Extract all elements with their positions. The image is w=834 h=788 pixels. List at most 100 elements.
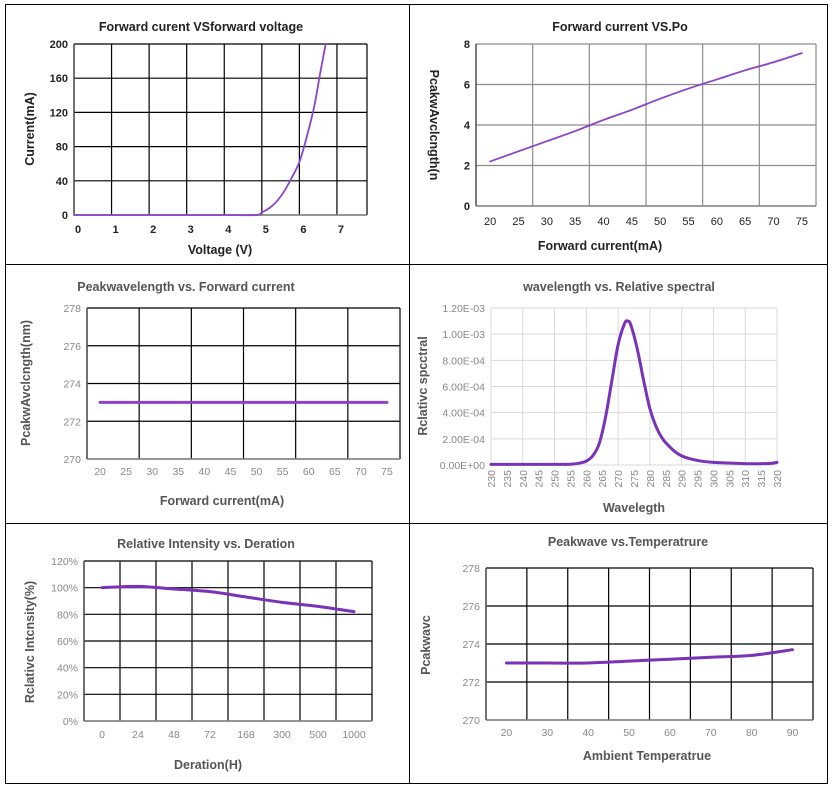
series-line xyxy=(489,319,779,466)
chart-title: Forward curent VSforward voltage xyxy=(99,20,303,34)
y-tick-label: 120 xyxy=(50,107,68,119)
chart-iv: Forward curent VSforward voltage04080120… xyxy=(23,20,368,257)
x-tick-label: 310 xyxy=(740,470,752,488)
y-axis-label: PcakwAvclcngth(n xyxy=(427,70,441,181)
x-tick-label: 75 xyxy=(381,466,393,478)
y-tick-label: 2.00E-04 xyxy=(442,434,485,446)
x-tick-label: 230 xyxy=(486,470,498,488)
y-tick-label: 2 xyxy=(464,161,470,173)
x-tick-label: 45 xyxy=(225,466,237,478)
y-tick-label: 40% xyxy=(57,663,78,675)
x-tick-label: 50 xyxy=(251,466,263,478)
y-tick-label: 4.00E-04 xyxy=(442,408,485,420)
y-tick-label: 0 xyxy=(464,201,470,213)
y-tick-label: 0.00E+00 xyxy=(440,460,485,472)
y-tick-label: 80 xyxy=(56,142,68,154)
series-line xyxy=(73,43,327,217)
x-tick-label: 300 xyxy=(708,470,720,488)
y-tick-label: 270 xyxy=(63,454,81,466)
x-tick-label: 270 xyxy=(613,470,625,488)
x-tick-label: 24 xyxy=(132,729,144,741)
chart-title: Forward current VS.Po xyxy=(552,20,688,34)
x-tick-label: 70 xyxy=(355,466,367,478)
series-line xyxy=(100,584,356,614)
x-tick-label: 60 xyxy=(711,216,723,228)
series-line xyxy=(489,52,803,163)
x-tick-label: 80 xyxy=(746,727,758,739)
y-axis-label: PcakwAvclcngth(nm) xyxy=(19,320,33,446)
y-tick-label: 0 xyxy=(62,210,68,222)
x-tick-label: 305 xyxy=(724,470,736,488)
x-tick-label: 40 xyxy=(199,466,211,478)
y-tick-label: 272 xyxy=(63,416,81,428)
x-axis-label: Forward current(mA) xyxy=(538,239,662,253)
x-tick-label: 1 xyxy=(113,224,119,236)
y-tick-label: 276 xyxy=(462,601,480,613)
y-tick-label: 0% xyxy=(63,716,78,728)
x-tick-label: 285 xyxy=(661,470,673,488)
y-tick-label: 1.20E-03 xyxy=(442,303,485,315)
x-tick-label: 30 xyxy=(146,466,158,478)
x-tick-label: 25 xyxy=(512,216,524,228)
x-tick-label: 3 xyxy=(188,224,194,236)
x-axis-label: Wavelegth xyxy=(603,501,665,515)
x-tick-label: 245 xyxy=(534,470,546,488)
x-tick-label: 320 xyxy=(772,470,784,488)
x-tick-label: 70 xyxy=(767,216,779,228)
x-axis-label: Voltage (V) xyxy=(188,243,252,257)
y-axis-label: Current(mA) xyxy=(23,92,37,166)
y-tick-label: 276 xyxy=(63,341,81,353)
x-tick-label: 1000 xyxy=(342,729,366,741)
x-tick-label: 4 xyxy=(225,224,232,236)
y-tick-label: 8 xyxy=(464,39,470,51)
chart-title: Peakwavelength vs. Forward current xyxy=(77,280,295,294)
y-tick-label: 274 xyxy=(63,379,81,391)
y-tick-label: 8.00E-04 xyxy=(442,355,485,367)
y-tick-label: 120% xyxy=(51,556,78,568)
x-tick-label: 60 xyxy=(664,727,676,739)
x-tick-label: 0 xyxy=(75,224,81,236)
x-tick-label: 50 xyxy=(623,727,635,739)
x-tick-label: 60 xyxy=(303,466,315,478)
x-axis-label: Ambient Temperatrue xyxy=(583,749,711,763)
x-tick-label: 48 xyxy=(168,729,180,741)
x-tick-label: 20 xyxy=(94,466,106,478)
chart-spectrum: wavelength vs. Relative spectral 0.00E+00… xyxy=(416,280,784,515)
x-tick-label: 250 xyxy=(550,470,562,488)
column-divider xyxy=(409,4,410,784)
chart-lifetime: Relative Intensity vs. Deration 0% 20% 40% 6… xyxy=(23,537,373,772)
y-tick-label: 80% xyxy=(57,609,78,621)
y-tick-label: 6 xyxy=(464,80,470,92)
x-tick-label: 45 xyxy=(626,216,638,228)
x-tick-label: 7 xyxy=(338,224,344,236)
x-tick-label: 240 xyxy=(518,470,530,488)
x-tick-label: 5 xyxy=(263,224,269,236)
y-axis-label: Rclativc spcctral xyxy=(416,336,430,435)
row-divider-2 xyxy=(5,523,828,524)
x-tick-label: 55 xyxy=(277,466,289,478)
x-tick-label: 0 xyxy=(99,729,105,741)
x-tick-label: 40 xyxy=(597,216,609,228)
x-tick-label: 70 xyxy=(705,727,717,739)
x-tick-label: 30 xyxy=(541,727,553,739)
x-axis-label: Forward current(mA) xyxy=(160,494,284,508)
x-tick-label: 72 xyxy=(204,729,216,741)
x-tick-label: 280 xyxy=(645,470,657,488)
x-tick-label: 90 xyxy=(787,727,799,739)
x-tick-label: 50 xyxy=(654,216,666,228)
x-tick-label: 25 xyxy=(120,466,132,478)
x-tick-label: 30 xyxy=(541,216,553,228)
x-axis-label: Deration(H) xyxy=(174,758,242,772)
x-tick-label: 20 xyxy=(501,727,513,739)
x-tick-label: 168 xyxy=(237,729,255,741)
figure-frame xyxy=(5,4,828,784)
y-tick-label: 278 xyxy=(462,563,480,575)
y-tick-label: 4 xyxy=(464,120,471,132)
y-axis-label: Pcakwavc xyxy=(419,615,433,675)
x-tick-label: 500 xyxy=(309,729,327,741)
y-tick-label: 100% xyxy=(51,583,78,595)
y-axis-label: Rclativc Intcnsity(%) xyxy=(23,581,37,703)
y-tick-label: 40 xyxy=(56,176,68,188)
chart-title: Relative Intensity vs. Deration xyxy=(117,537,295,551)
